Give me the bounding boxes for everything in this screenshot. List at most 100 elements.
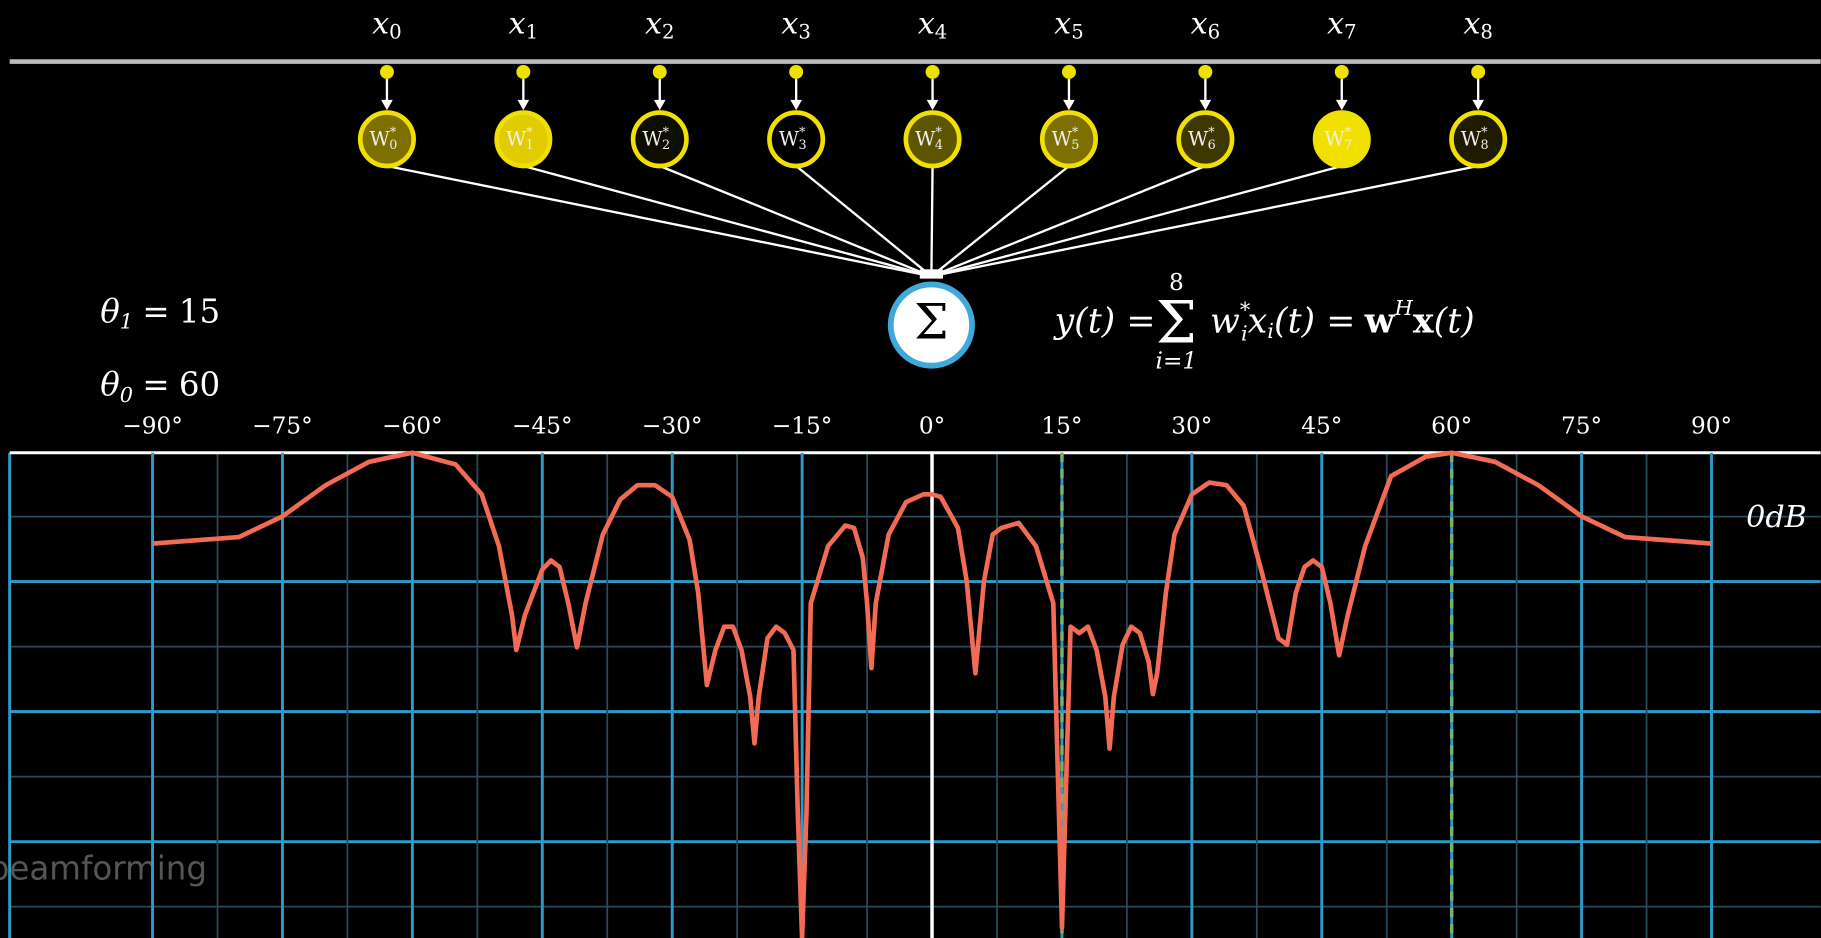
- arrow-head: [790, 99, 802, 111]
- input-label: x7: [1327, 7, 1357, 43]
- x-tick-label: 15°: [1041, 413, 1082, 440]
- weight-node: [903, 110, 962, 169]
- weight-node: [767, 110, 826, 169]
- weight-part: W: [1188, 127, 1209, 150]
- weight-node: [1039, 110, 1098, 169]
- formula-upper: 8: [1169, 269, 1184, 296]
- input-label: x2: [645, 7, 675, 43]
- formula-rhs: w* ixi(t) = wHx(t): [1210, 295, 1475, 345]
- weight-link: [930, 165, 934, 277]
- weight-label: W* 7: [1324, 125, 1352, 153]
- input-part: 3: [798, 20, 811, 43]
- x-tick-label: −15°: [772, 413, 833, 440]
- angle-part: 15: [179, 292, 220, 330]
- weight-part: 4: [935, 138, 943, 153]
- formula-part: i: [1241, 321, 1248, 345]
- input-dot: [1061, 65, 1076, 79]
- input-label: x0: [372, 7, 402, 43]
- angle-part: 1: [120, 309, 133, 333]
- weight-part: W: [1324, 127, 1345, 150]
- x-tick-label: 75°: [1561, 413, 1602, 440]
- weight-part: W: [779, 127, 800, 150]
- input-label: x6: [1191, 7, 1221, 43]
- input-label: x5: [1054, 7, 1084, 43]
- input-part: 1: [526, 20, 539, 43]
- weight-part: 0: [389, 138, 397, 153]
- weight-label: W* 3: [779, 125, 807, 153]
- weight-part: *: [1072, 125, 1079, 140]
- weight-part: *: [799, 125, 806, 140]
- weight-node: [494, 110, 553, 169]
- formula: y(t) =: [1052, 301, 1155, 341]
- formula-sigma: Σ: [1156, 288, 1197, 356]
- weight-part: W: [1052, 127, 1073, 150]
- weight-part: W: [506, 127, 527, 150]
- weight-part: *: [1481, 125, 1488, 140]
- arrow-head: [1199, 99, 1212, 111]
- input-part: 2: [662, 20, 675, 43]
- weight-link: [659, 164, 932, 278]
- input-dot: [1334, 65, 1349, 79]
- angle-part: θ: [100, 365, 120, 403]
- weight-part: *: [663, 125, 670, 140]
- weight-link: [386, 164, 932, 278]
- weight-node: [1312, 110, 1371, 169]
- weight-node: [357, 110, 416, 169]
- arrow-head: [1335, 99, 1348, 111]
- angle-part: 0: [120, 382, 133, 406]
- formula-part: i: [1267, 319, 1274, 343]
- arrow-head: [1063, 99, 1075, 111]
- x-tick-label: 45°: [1301, 413, 1342, 440]
- weight-node: [1176, 110, 1235, 169]
- weight-label: W* 6: [1188, 125, 1216, 153]
- formula-part: w: [1210, 301, 1240, 341]
- input-dot: [1198, 65, 1213, 79]
- angle-part: =: [142, 292, 169, 330]
- weight-part: 5: [1071, 138, 1079, 153]
- input-part: x: [781, 7, 798, 42]
- weight-part: 3: [798, 138, 806, 153]
- formula-part: w: [1364, 300, 1396, 341]
- input-dot: [652, 65, 667, 79]
- weight-part: *: [390, 125, 397, 140]
- input-part: 5: [1071, 20, 1084, 43]
- input-part: 4: [935, 20, 948, 43]
- weight-part: *: [935, 125, 942, 140]
- arrow-head: [1472, 99, 1484, 111]
- angle-part: =: [142, 365, 169, 403]
- formula-part: x: [1248, 301, 1268, 341]
- input-part: 7: [1344, 20, 1357, 43]
- formula-part: x: [1413, 300, 1434, 341]
- watermark: beamforming: [0, 850, 207, 888]
- weight-part: *: [1208, 125, 1215, 140]
- angle-part: 60: [179, 365, 220, 403]
- weight-link: [930, 165, 1070, 278]
- sum-node: [887, 281, 975, 369]
- sum-symbol: Σ: [914, 295, 948, 351]
- weight-part: 7: [1344, 138, 1352, 153]
- input-dot: [379, 65, 394, 79]
- weight-link: [931, 164, 1343, 278]
- weight-part: W: [370, 127, 391, 150]
- weight-part: *: [1345, 125, 1352, 140]
- x-tick-label: −90°: [122, 413, 183, 440]
- annotation: 0dB: [1746, 500, 1807, 535]
- input-part: x: [1327, 7, 1344, 42]
- weight-part: W: [642, 127, 663, 150]
- input-part: x: [645, 7, 662, 42]
- x-tick-label: −75°: [252, 413, 313, 440]
- x-tick-label: 60°: [1431, 413, 1472, 440]
- weight-part: *: [526, 125, 533, 140]
- angle-label: θ1 = 15: [100, 292, 220, 333]
- weight-link: [795, 165, 933, 278]
- arrow-head: [653, 99, 666, 111]
- x-tick-label: −30°: [642, 413, 703, 440]
- input-part: x: [918, 7, 935, 42]
- arrow-head: [517, 99, 530, 111]
- weight-label: W* 5: [1052, 125, 1080, 153]
- formula-part: (t): [1434, 301, 1475, 341]
- weight-part: W: [1461, 127, 1482, 150]
- weight-part: 2: [662, 138, 670, 153]
- weight-part: W: [915, 127, 936, 150]
- input-dot: [516, 65, 531, 79]
